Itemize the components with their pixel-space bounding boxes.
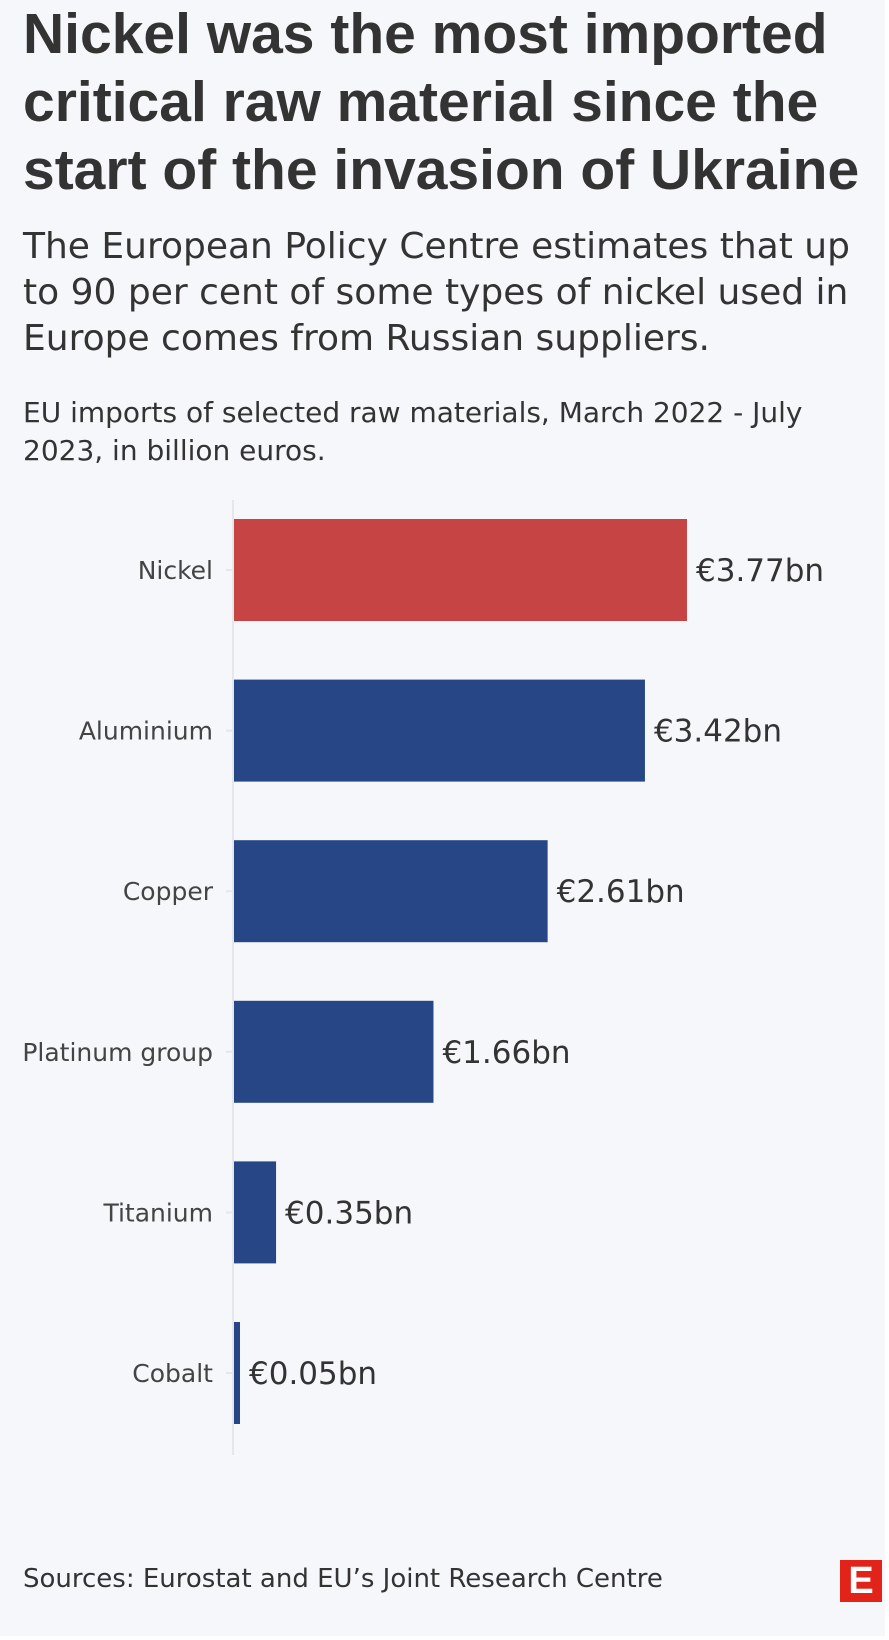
value-label: €1.66bn [442, 1035, 570, 1071]
bar-copper [234, 840, 548, 943]
chart-subtitle: The European Policy Centre estimates tha… [23, 226, 850, 359]
bar-titanium [234, 1161, 277, 1264]
bar-chart: Nickel €3.77bn Aluminium €3.42bn Copper €2.61… [22, 500, 824, 1455]
source-note: Sources: Eurostat and EU’s Joint Researc… [23, 1564, 663, 1594]
chart-unit-note: EU imports of selected raw materials, Ma… [23, 396, 803, 467]
category-label: Aluminium [79, 717, 213, 746]
bar-nickel [234, 519, 687, 621]
category-label: Titanium [102, 1198, 213, 1227]
category-label: Cobalt [132, 1359, 213, 1388]
category-label: Copper [123, 877, 214, 906]
chart-title: Nickel was the most imported critical ra… [23, 2, 860, 202]
category-label: Nickel [138, 556, 213, 585]
value-label: €3.77bn [696, 553, 824, 589]
bar-platinum-group [234, 1000, 434, 1103]
bar-cobalt [234, 1322, 241, 1424]
publisher-logo-icon: E [840, 1560, 882, 1602]
value-label: €2.61bn [557, 874, 685, 910]
category-label: Platinum group [22, 1038, 213, 1067]
bar-aluminium [234, 679, 645, 782]
value-label: €0.05bn [249, 1356, 377, 1392]
value-label: €0.35bn [285, 1195, 413, 1231]
value-label: €3.42bn [654, 714, 782, 750]
